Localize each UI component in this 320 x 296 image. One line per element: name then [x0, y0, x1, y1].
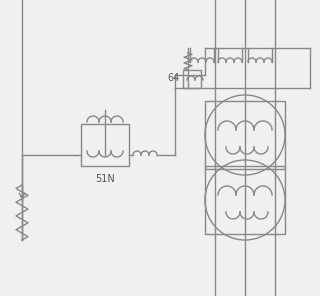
- Text: 64: 64: [168, 73, 180, 83]
- Bar: [205, 166, 285, 234]
- Bar: [81, 124, 129, 166]
- Bar: [205, 101, 285, 169]
- Text: 51N: 51N: [95, 174, 115, 184]
- Bar: [183, 70, 201, 88]
